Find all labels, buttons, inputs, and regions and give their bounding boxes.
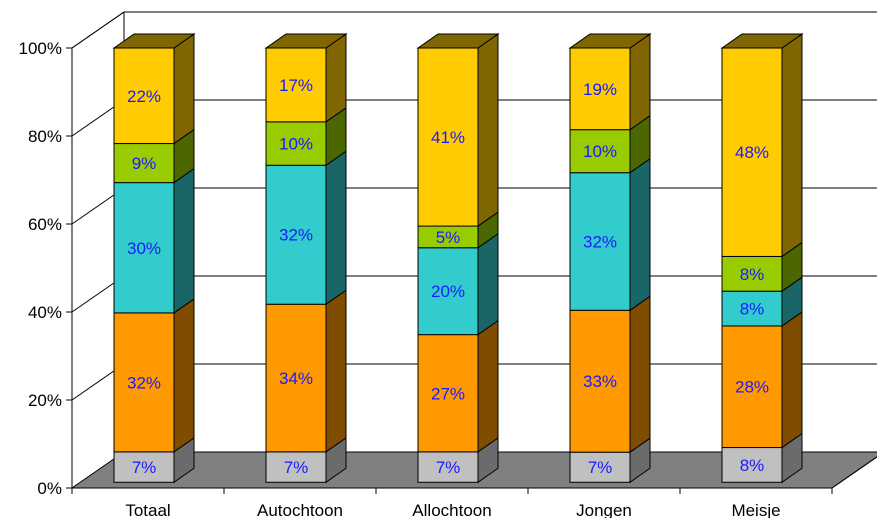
data-label: 8% [740,456,765,475]
data-label: 20% [431,282,465,301]
bar-segment [417,334,479,453]
data-label: 32% [583,232,617,251]
bar-segment-side [173,33,195,145]
bar-segment-top [416,33,500,49]
bar-segment-top [264,33,348,49]
y-tick-label: 80% [28,127,62,146]
data-label: 34% [279,369,313,388]
bar-segment [569,47,631,131]
bar-segment-side [325,289,347,453]
data-label: 7% [284,458,309,477]
bar-segment-side [325,150,347,306]
bar-segment [721,255,783,292]
data-label: 17% [279,76,313,95]
data-label: 28% [735,378,769,397]
bar-segment-side [173,297,195,453]
y-tick-label: 20% [28,391,62,410]
data-label: 41% [431,128,465,147]
bar-segment-top [112,33,196,49]
y-tick-label: 60% [28,215,62,234]
x-category-label: Meisje [731,501,780,518]
bar-segment [265,121,327,166]
data-label: 10% [279,135,313,154]
data-label: 30% [127,239,161,258]
data-label: 9% [132,154,157,173]
bar-segment-side [629,33,651,131]
data-label: 27% [431,384,465,403]
data-label: 19% [583,80,617,99]
y-tick-label: 40% [28,303,62,322]
side-wall-top-edge [71,11,125,49]
x-category-label: Totaal [125,501,170,518]
bar-segment-side [629,157,651,312]
bar-segment-side [325,33,347,123]
bar-segment [569,172,631,311]
bar-segment [265,303,327,453]
data-label: 7% [132,458,157,477]
data-label: 32% [127,373,161,392]
bar-segment [113,451,175,483]
bar-segment-top [568,33,652,49]
bar-segment [265,451,327,483]
x-category-label: Autochtoon [257,501,343,518]
bar-segment-side [781,33,803,258]
bar-segment [721,325,783,449]
x-category-label: Allochtoon [412,501,491,518]
data-label: 32% [279,226,313,245]
bar-segment-top [720,33,804,49]
bar-segment [417,451,479,483]
data-label: 10% [583,142,617,161]
bar-segment-side [629,295,651,454]
data-label: 22% [127,87,161,106]
y-tick-label: 100% [19,39,62,58]
bar-segment [113,182,175,314]
bar-segment [113,47,175,145]
bar-segment [569,129,631,174]
bar-segment [569,309,631,453]
x-category-label: Jongen [576,501,632,518]
data-label: 33% [583,372,617,391]
data-label: 48% [735,143,769,162]
bar-segment-side [477,232,499,336]
data-label: 7% [588,458,613,477]
bar-segment-side [477,319,499,453]
floor-right-edge [831,456,877,489]
bar-segment-side [173,167,195,314]
data-label: 7% [436,458,461,477]
y-tick-label: 0% [37,479,62,498]
data-label: 8% [740,265,765,284]
data-label: 8% [740,300,765,319]
bar-segment-side [781,310,803,449]
data-label: 5% [436,228,461,247]
bar-segment-side [477,33,499,228]
bar-segment [265,164,327,305]
